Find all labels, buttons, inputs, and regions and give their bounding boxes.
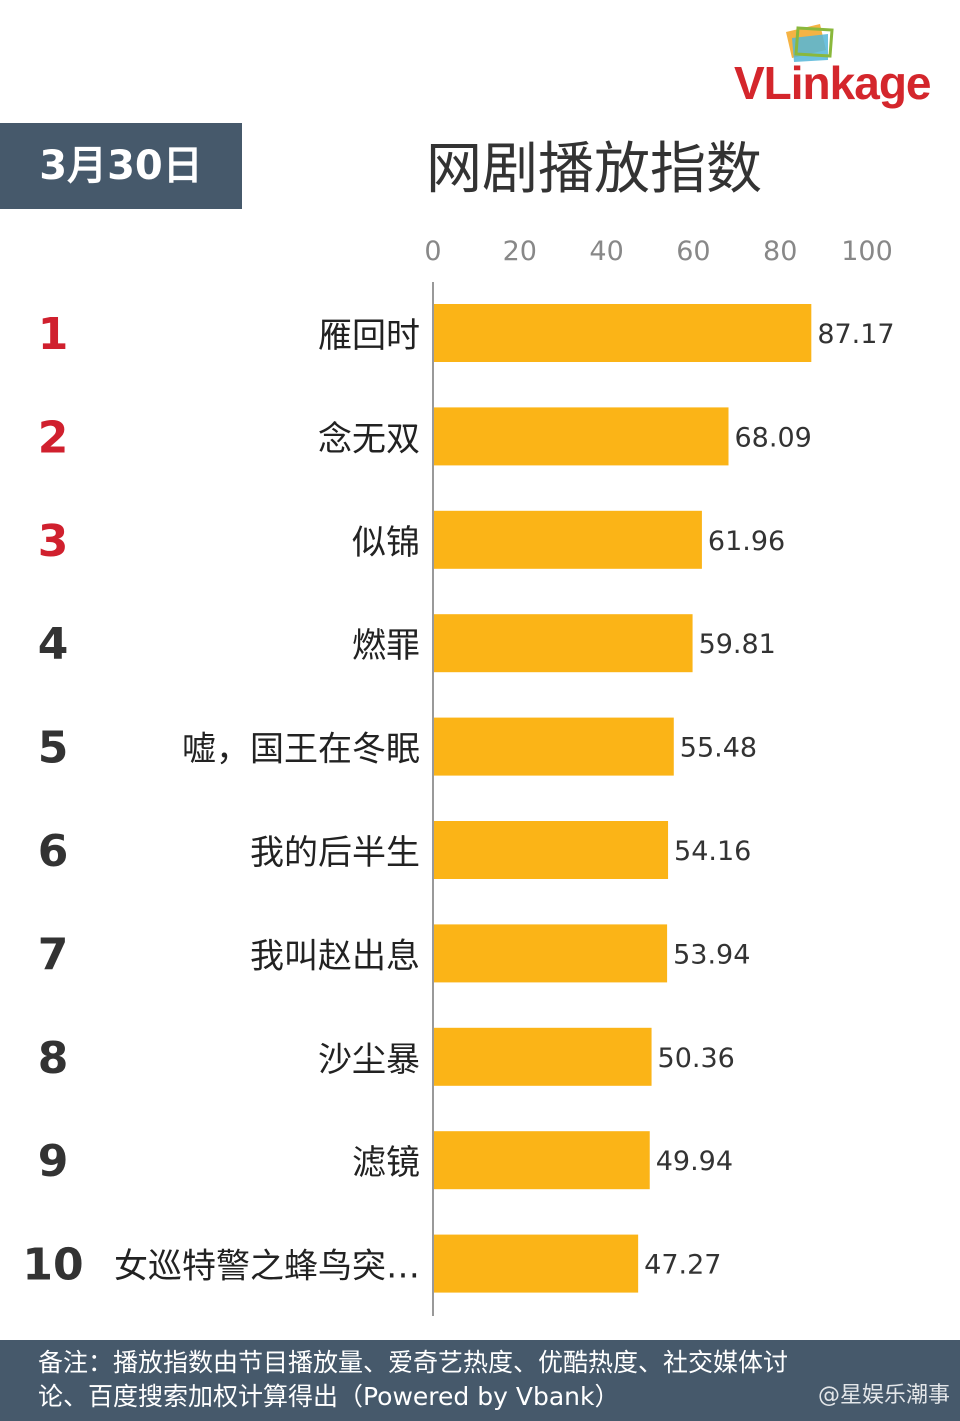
watermark: @星娱乐潮事	[817, 1383, 950, 1408]
bar	[433, 717, 674, 776]
rank-number: 6	[38, 826, 69, 877]
x-tick-label: 100	[841, 236, 893, 267]
bar-value-label: 55.48	[680, 733, 757, 764]
rank-number: 4	[38, 619, 69, 670]
category-label: 念无双	[318, 419, 420, 459]
category-label: 我的后半生	[250, 833, 420, 873]
rank-number: 7	[38, 929, 69, 980]
bar	[433, 1234, 639, 1293]
bar	[433, 1131, 650, 1190]
chart-title: 网剧播放指数	[426, 137, 762, 202]
bar-value-label: 61.96	[708, 526, 785, 557]
x-tick-label: 60	[676, 236, 710, 267]
rank-number: 10	[22, 1240, 83, 1291]
bar-value-label: 54.16	[674, 836, 751, 867]
rank-number: 5	[38, 723, 69, 774]
bar	[433, 1027, 652, 1086]
rank-number: 3	[38, 516, 69, 567]
category-label: 雁回时	[318, 316, 420, 356]
bar	[433, 821, 669, 879]
category-label: 女巡特警之蜂鸟突…	[114, 1247, 420, 1287]
bar	[433, 510, 702, 569]
bar-value-label: 49.94	[656, 1146, 733, 1177]
bar	[433, 304, 812, 362]
bar	[433, 924, 668, 983]
date-badge: 3月30日	[0, 123, 242, 209]
bar-chart: 0 20 40 60 80 10087.17雁回时168.09念无双261.96似锦359…	[22, 236, 895, 1316]
logo-text: VLinkage	[734, 57, 932, 109]
rank-number: 8	[38, 1033, 69, 1084]
category-label: 似锦	[352, 523, 420, 563]
category-label: 滤镜	[352, 1143, 420, 1183]
x-tick-label: 20	[503, 236, 537, 267]
x-tick-label: 40	[589, 236, 623, 267]
bar	[433, 407, 729, 466]
bar-value-label: 68.09	[735, 422, 812, 453]
category-label: 我叫赵出息	[250, 936, 420, 976]
x-tick-label: 0	[424, 236, 441, 267]
category-label: 燃罪	[352, 626, 420, 666]
bar-value-label: 47.27	[644, 1250, 721, 1281]
footer-note: 备注：播放指数由节目播放量、爱奇艺热度、优酷热度、社交媒体讨 论、百度搜索加权计…	[0, 1340, 960, 1421]
rank-number: 1	[38, 309, 69, 360]
footer-note-line-2: 论、百度搜索加权计算得出（Powered by Vbank）	[38, 1382, 620, 1411]
bar-value-label: 50.36	[658, 1043, 735, 1074]
bar	[433, 614, 693, 673]
category-label: 嘘，国王在冬眠	[182, 730, 420, 770]
logo-cards-icon	[786, 24, 834, 62]
x-tick-label: 80	[763, 236, 797, 267]
rank-number: 2	[38, 412, 69, 463]
footer-note-line-1: 备注：播放指数由节目播放量、爱奇艺热度、优酷热度、社交媒体讨	[38, 1348, 789, 1377]
vlinkage-logo: VLinkage	[728, 20, 960, 110]
category-label: 沙尘暴	[318, 1040, 420, 1080]
bar-value-label: 53.94	[673, 939, 750, 970]
bar-value-label: 59.81	[699, 629, 776, 660]
bar-value-label: 87.17	[817, 319, 894, 350]
rank-number: 9	[38, 1136, 69, 1187]
